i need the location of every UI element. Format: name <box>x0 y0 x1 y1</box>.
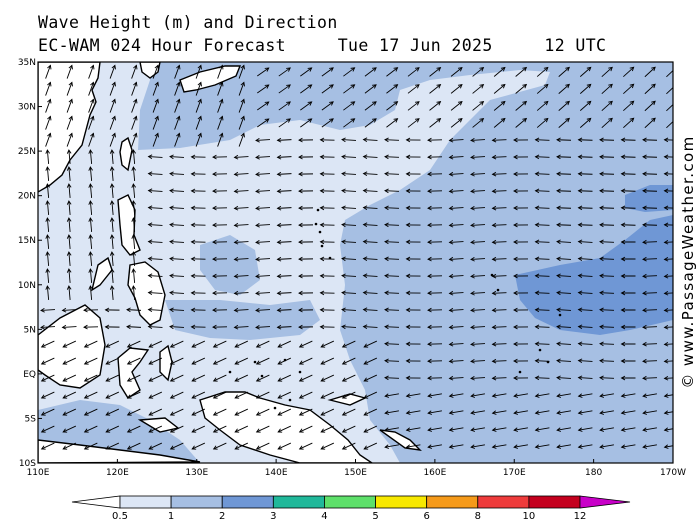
legend-label: 4 <box>321 511 327 522</box>
lat-label: 5N <box>24 325 36 335</box>
island-speck <box>229 371 232 374</box>
legend-swatch <box>427 496 478 508</box>
lat-label: 35N <box>18 58 36 68</box>
lon-label: 170E <box>503 468 526 478</box>
lon-label: 160E <box>423 468 446 478</box>
legend-swatch <box>171 496 222 508</box>
lat-label: 5S <box>25 414 37 424</box>
legend-label: 5 <box>372 511 378 522</box>
legend-label: 6 <box>423 511 429 522</box>
island-speck <box>289 399 292 402</box>
legend-label: 3 <box>270 511 276 522</box>
legend-label: 10 <box>523 511 536 522</box>
legend-swatch <box>273 496 324 508</box>
lon-label: 180 <box>585 468 602 478</box>
island-speck <box>261 375 264 378</box>
island-speck <box>539 349 542 352</box>
wave-height-field <box>38 62 678 463</box>
lon-label: 110E <box>27 468 50 478</box>
legend-label: 1 <box>168 511 174 522</box>
legend-swatch <box>120 496 171 508</box>
legend-high-cap <box>580 496 630 508</box>
legend-label: 0.5 <box>112 511 128 522</box>
legend-low-cap <box>72 496 120 508</box>
lat-label: 15N <box>18 236 36 246</box>
island-speck <box>321 245 324 248</box>
legend-swatch <box>222 496 273 508</box>
island-speck <box>497 289 500 292</box>
legend-label: 2 <box>219 511 225 522</box>
island-speck <box>317 209 320 212</box>
watermark: © www.PassageWeather.com <box>676 112 700 412</box>
lon-label: 130E <box>185 468 208 478</box>
legend-swatch <box>324 496 375 508</box>
legend-swatch <box>478 496 529 508</box>
legend-label: 12 <box>574 511 587 522</box>
island-speck <box>319 231 322 234</box>
legend-swatch <box>529 496 580 508</box>
lat-label: 10N <box>18 281 36 291</box>
lon-label: 170W <box>660 468 686 478</box>
lat-label: 25N <box>18 147 36 157</box>
legend-swatch <box>376 496 427 508</box>
island-speck <box>254 361 257 364</box>
legend-label: 8 <box>475 511 481 522</box>
lon-label: 150E <box>344 468 367 478</box>
lat-label: 20N <box>18 192 36 202</box>
island-speck <box>299 371 302 374</box>
island-speck <box>519 371 522 374</box>
island-speck <box>274 407 277 410</box>
lon-label: 120E <box>106 468 129 478</box>
lat-label: EQ <box>23 370 36 380</box>
watermark-text: © www.PassageWeather.com <box>679 135 697 388</box>
lon-label: 140E <box>265 468 288 478</box>
island-speck <box>559 314 562 317</box>
lat-label: 30N <box>18 103 36 113</box>
island-speck <box>315 223 318 226</box>
